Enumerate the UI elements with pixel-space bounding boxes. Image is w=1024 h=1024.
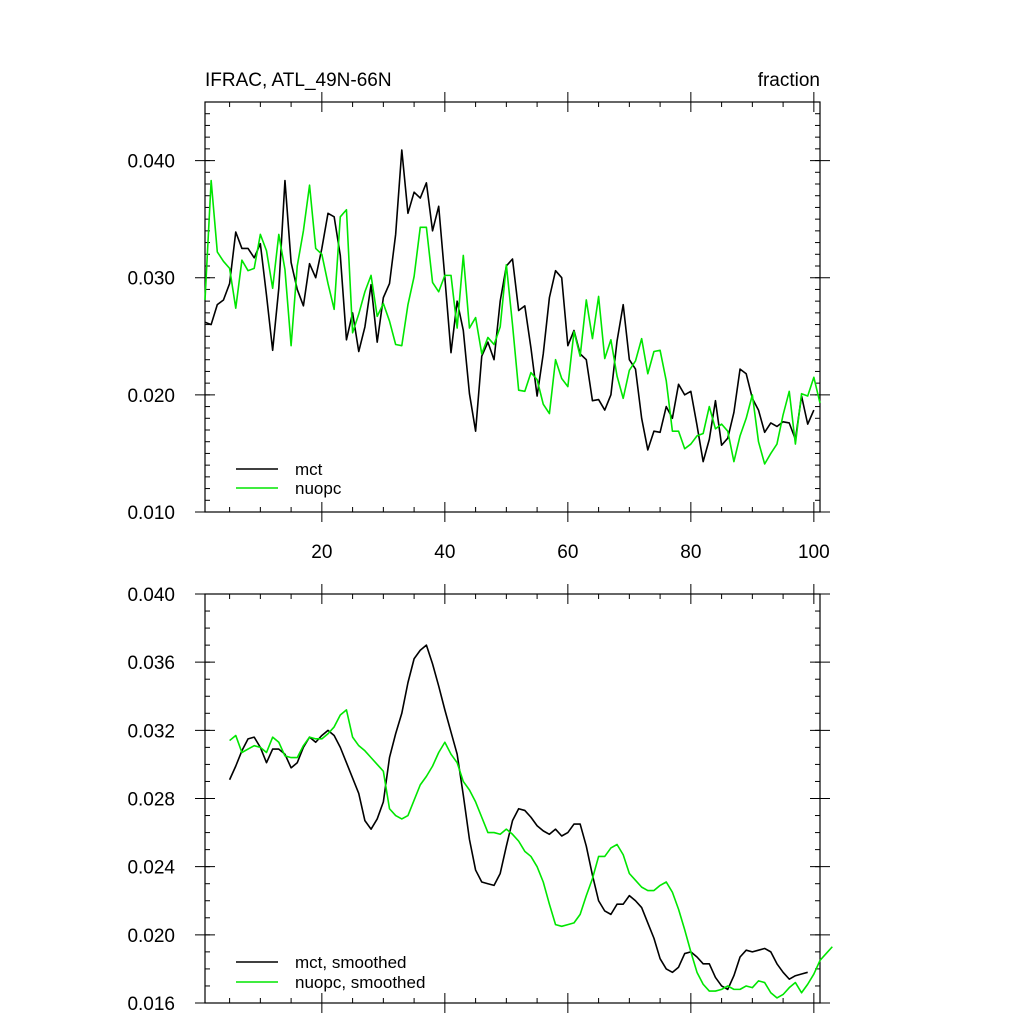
series-line-mct-smoothed [228, 644, 808, 991]
units-label: fraction [758, 70, 820, 91]
y-tick-label: 0.036 [127, 653, 175, 674]
series-line-nuopc-smoothed [229, 709, 833, 999]
x-tick-label: 40 [434, 542, 455, 563]
y-tick-label: 0.010 [127, 503, 175, 524]
legend-label: nuopc [295, 479, 342, 498]
y-tick-label: 0.030 [127, 269, 175, 290]
x-tick-label: 80 [680, 542, 701, 563]
y-tick-label: 0.028 [127, 790, 175, 811]
legend-label: mct [295, 460, 323, 479]
series-line-mct [204, 149, 815, 463]
legend-label: nuopc, smoothed [295, 973, 425, 992]
bottom-panel: 0.016 0.020 0.024 0.028 0.032 0.036 0.040 mct, … [127, 584, 833, 1015]
y-tick-label: 0.032 [127, 721, 175, 742]
plot-frame [204, 101, 821, 513]
x-tick-label: 100 [798, 542, 830, 563]
y-tick-label: 0.016 [127, 994, 175, 1015]
y-tick-label: 0.040 [127, 585, 175, 606]
series-line-nuopc [204, 179, 821, 465]
x-tick-label: 60 [557, 542, 578, 563]
plot-frame [204, 593, 821, 1004]
legend-label: mct, smoothed [295, 953, 407, 972]
y-tick-label: 0.020 [127, 926, 175, 947]
chart-title: IFRAC, ATL_49N-66N [205, 70, 392, 91]
y-tick-label: 0.040 [127, 152, 175, 173]
y-tick-label: 0.024 [127, 858, 175, 879]
y-tick-label: 0.020 [127, 386, 175, 407]
top-panel: 20 40 60 80 100 0.010 0.020 0.030 0.040 IFRAC, AT… [127, 70, 830, 563]
x-tick-label: 20 [311, 542, 332, 563]
